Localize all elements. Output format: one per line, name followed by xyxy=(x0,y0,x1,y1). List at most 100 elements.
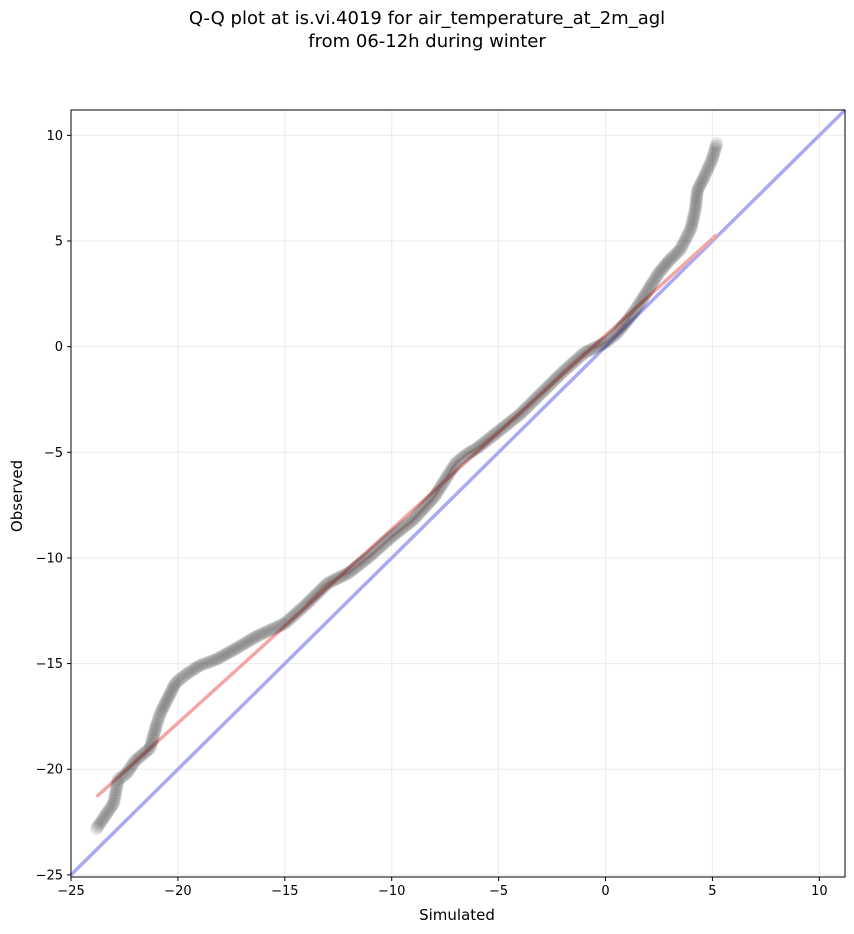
qq-point xyxy=(442,466,456,480)
qq-point xyxy=(466,444,480,458)
qq-point xyxy=(173,672,187,686)
qq-point xyxy=(594,338,608,352)
qq-point xyxy=(111,773,125,787)
qq-point xyxy=(687,209,701,223)
qq-point xyxy=(333,570,347,584)
qq-point xyxy=(229,642,243,656)
qq-point xyxy=(100,807,114,821)
qq-point xyxy=(505,413,519,427)
qq-point xyxy=(146,732,160,746)
x-tick-label: −15 xyxy=(271,884,298,899)
qq-point xyxy=(690,183,704,197)
qq-point xyxy=(687,207,701,221)
qq-point xyxy=(224,644,238,658)
qq-point xyxy=(137,746,151,760)
qq-point xyxy=(308,589,322,603)
qq-point xyxy=(108,788,122,802)
reference-line xyxy=(69,108,847,877)
qq-point xyxy=(233,639,247,653)
qq-point xyxy=(297,599,311,613)
qq-point xyxy=(549,372,563,386)
y-tick-label: −20 xyxy=(36,763,63,778)
qq-point xyxy=(406,513,420,527)
qq-point xyxy=(315,582,329,596)
qq-point xyxy=(148,725,162,739)
qq-point xyxy=(237,637,251,651)
qq-point xyxy=(278,616,292,630)
qq-point xyxy=(120,766,134,780)
qq-point xyxy=(109,783,123,797)
qq-point xyxy=(644,278,658,292)
qq-point xyxy=(614,322,628,336)
qq-point xyxy=(678,233,692,247)
qq-point xyxy=(153,708,167,722)
qq-point xyxy=(617,318,631,332)
qq-point xyxy=(649,270,663,284)
qq-point xyxy=(497,420,511,434)
qq-point xyxy=(144,736,158,750)
qq-point xyxy=(685,217,699,231)
qq-point xyxy=(218,648,232,662)
y-axis-label: Observed xyxy=(8,460,26,532)
qq-point xyxy=(631,300,645,314)
qq-point xyxy=(708,144,722,158)
qq-point xyxy=(490,426,504,440)
qq-point xyxy=(618,316,632,330)
qq-point xyxy=(325,574,339,588)
qq-point xyxy=(688,205,702,219)
qq-point xyxy=(673,242,687,256)
qq-point xyxy=(110,778,124,792)
qq-point xyxy=(503,415,517,429)
qq-point xyxy=(409,509,423,523)
qq-point xyxy=(145,734,159,748)
qq-point xyxy=(543,377,557,391)
qq-point xyxy=(121,764,135,778)
qq-point xyxy=(132,751,146,765)
qq-point xyxy=(708,142,722,156)
qq-point xyxy=(350,560,364,574)
qq-point xyxy=(166,682,180,696)
qq-point xyxy=(663,253,677,267)
qq-point xyxy=(413,506,427,520)
qq-point xyxy=(694,177,708,191)
qq-point xyxy=(709,139,723,153)
qq-point xyxy=(636,291,650,305)
qq-point xyxy=(664,251,678,265)
qq-point xyxy=(590,340,604,354)
qq-point xyxy=(411,508,425,522)
qq-point xyxy=(538,383,552,397)
qq-point xyxy=(690,186,704,200)
qq-point xyxy=(697,171,711,185)
qq-point xyxy=(402,516,416,530)
qq-point xyxy=(703,156,717,170)
qq-point xyxy=(670,246,684,260)
qq-point xyxy=(635,293,649,307)
qq-point xyxy=(246,632,260,646)
qq-point xyxy=(125,758,139,772)
qq-point xyxy=(542,379,556,393)
y-tick-label: −5 xyxy=(44,446,63,461)
qq-point xyxy=(95,813,109,827)
qq-point xyxy=(367,545,381,559)
qq-point xyxy=(547,374,561,388)
qq-point xyxy=(244,633,258,647)
qq-point xyxy=(128,754,142,768)
qq-point xyxy=(520,400,534,414)
qq-point xyxy=(107,796,121,810)
qq-point xyxy=(303,594,317,608)
qq-point xyxy=(130,752,144,766)
x-tick-label: −5 xyxy=(489,884,508,899)
qq-point xyxy=(97,811,111,825)
qq-point xyxy=(435,477,449,491)
qq-point xyxy=(164,684,178,698)
qq-point xyxy=(109,786,123,800)
y-tick-label: 5 xyxy=(55,235,63,250)
qq-point xyxy=(484,430,498,444)
qq-point xyxy=(468,442,482,456)
qq-point xyxy=(701,161,715,175)
qq-point xyxy=(474,438,488,452)
qq-point xyxy=(690,188,704,202)
qq-point xyxy=(696,173,710,187)
qq-point xyxy=(573,349,587,363)
qq-point xyxy=(660,257,674,271)
